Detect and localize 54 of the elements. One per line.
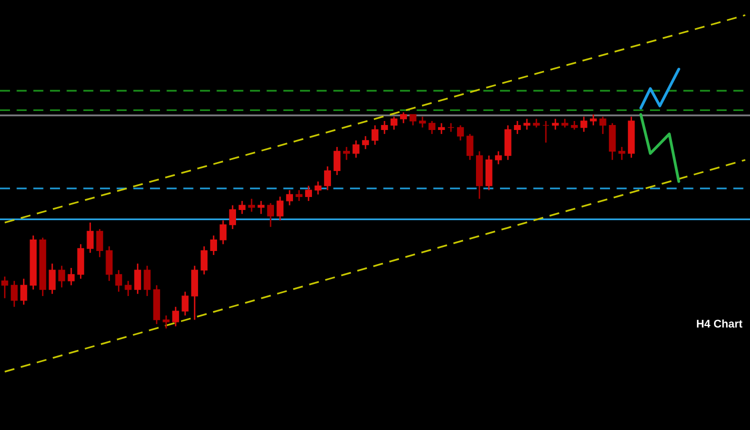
candlestick	[352, 140, 360, 158]
candlestick	[428, 120, 436, 135]
candlestick	[580, 116, 588, 133]
candlestick	[552, 118, 559, 130]
candlestick	[200, 246, 208, 276]
candlestick	[590, 114, 597, 126]
candlestick	[618, 146, 626, 161]
candlestick	[457, 124, 464, 142]
candlestick	[599, 116, 606, 135]
candlestick	[124, 280, 132, 297]
candlestick	[494, 150, 502, 165]
candlestick	[20, 278, 28, 306]
candlestick	[86, 222, 94, 254]
candlestick	[96, 228, 104, 258]
candlestick	[276, 196, 284, 222]
candlestick	[162, 314, 170, 330]
candlestick	[305, 185, 312, 202]
candlestick	[314, 180, 322, 196]
candlestick	[248, 198, 256, 212]
candlestick	[466, 133, 474, 161]
candlestick	[210, 234, 218, 256]
candlestick	[258, 200, 265, 215]
candlestick	[229, 204, 236, 230]
candlestick	[58, 265, 66, 288]
candlestick	[390, 116, 398, 130]
candlestick	[68, 267, 75, 286]
annotation: H4 Chart	[696, 319, 742, 328]
candlestick	[334, 146, 340, 176]
candlestick	[10, 280, 18, 308]
candlestick	[115, 269, 122, 292]
candlestick	[267, 202, 274, 228]
candlestick	[400, 112, 407, 124]
candlestick	[144, 265, 151, 297]
candlestick	[106, 246, 113, 282]
candlestick	[419, 116, 426, 128]
candlestick	[523, 118, 530, 130]
candlestick	[48, 262, 56, 295]
candlestick	[372, 124, 378, 146]
candlestick	[238, 200, 246, 215]
candlestick	[220, 220, 227, 245]
candlestick	[343, 146, 350, 161]
candlestick	[296, 189, 302, 202]
candlestick	[1, 276, 8, 299]
candlestick	[134, 262, 142, 295]
candlestick	[362, 135, 369, 150]
candlestick	[324, 166, 331, 191]
candlestick	[514, 120, 521, 135]
candlestick	[172, 306, 180, 327]
candlestick	[438, 122, 445, 135]
candlestick	[182, 291, 189, 316]
candlestick	[542, 120, 550, 144]
candlestick	[381, 120, 388, 135]
candlestick	[286, 189, 293, 206]
candlestick	[410, 114, 416, 126]
